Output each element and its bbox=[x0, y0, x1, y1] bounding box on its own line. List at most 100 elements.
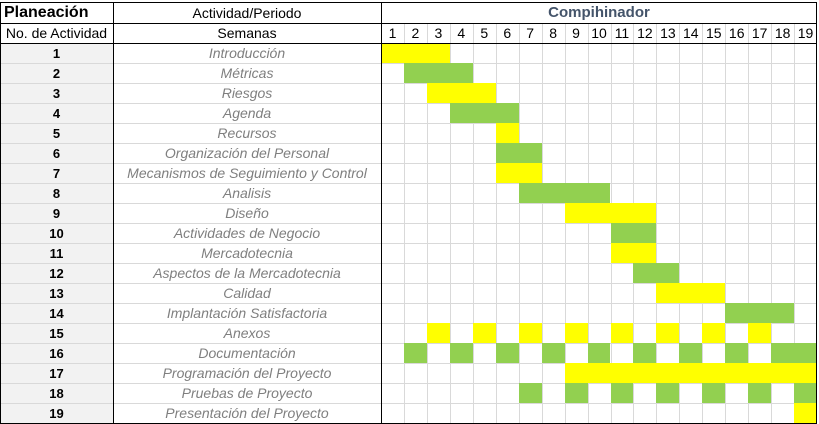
grid-line-v bbox=[541, 23, 543, 423]
schedule-bar-green bbox=[403, 343, 427, 363]
grid-line-v bbox=[472, 23, 474, 423]
grid-line-v bbox=[702, 23, 704, 423]
activity-number: 13 bbox=[0, 284, 113, 303]
grid-line-h bbox=[0, 103, 818, 104]
activity-number: 1 bbox=[0, 44, 113, 63]
schedule-bar-green bbox=[495, 143, 542, 163]
week-header: 8 bbox=[549, 25, 557, 41]
activity-name: Documentación bbox=[198, 345, 296, 361]
activity-number: 11 bbox=[0, 244, 113, 263]
activity-name: Recursos bbox=[217, 125, 277, 141]
week-header: 18 bbox=[774, 25, 791, 41]
schedule-bar-green bbox=[449, 103, 519, 123]
activity-name: Pruebas de Proyecto bbox=[181, 385, 313, 401]
schedule-bar-yellow bbox=[495, 163, 542, 183]
schedule-bar-yellow bbox=[748, 323, 772, 343]
border-line bbox=[0, 23, 818, 24]
activity-number: 5 bbox=[0, 124, 113, 143]
grid-line-h bbox=[0, 363, 818, 364]
schedule-bar-yellow bbox=[610, 243, 657, 263]
activity-name: Agenda bbox=[222, 105, 272, 121]
activity-name: Programación del Proyecto bbox=[162, 365, 332, 381]
week-header: 12 bbox=[637, 25, 653, 41]
planning-title: Planeación bbox=[4, 4, 89, 21]
week-header: 7 bbox=[526, 25, 535, 41]
week-header: 9 bbox=[572, 25, 580, 41]
schedule-bar-yellow bbox=[426, 83, 496, 103]
activity-number: 8 bbox=[0, 184, 113, 203]
schedule-bar-green bbox=[794, 383, 818, 403]
grid-line-h bbox=[0, 243, 818, 244]
grid-line-v bbox=[403, 23, 405, 423]
grid-line-v bbox=[449, 23, 451, 423]
activity-number: 4 bbox=[0, 104, 113, 123]
grid-line-h bbox=[0, 283, 818, 284]
activity-number: 17 bbox=[0, 364, 113, 383]
activity-name: Implantación Satisfactoria bbox=[166, 305, 328, 321]
schedule-bar-green bbox=[403, 63, 473, 83]
schedule-bar-green bbox=[725, 343, 749, 363]
activity-name: Calidad bbox=[223, 285, 271, 301]
week-header: 6 bbox=[503, 25, 512, 41]
week-header: 13 bbox=[660, 25, 676, 41]
border-line bbox=[0, 2, 818, 3]
schedule-bar-green bbox=[633, 343, 657, 363]
schedule-bar-green bbox=[518, 183, 611, 203]
schedule-bar-yellow bbox=[656, 283, 726, 303]
week-header: 15 bbox=[705, 25, 722, 41]
schedule-bar-yellow bbox=[381, 43, 450, 63]
week-header: 4 bbox=[457, 25, 466, 41]
schedule-bar-yellow bbox=[564, 323, 588, 343]
schedule-bar-yellow bbox=[656, 323, 680, 343]
week-header: 11 bbox=[614, 25, 630, 41]
activity-number: 6 bbox=[0, 144, 113, 163]
activity-number: 10 bbox=[0, 224, 113, 243]
grid-line-h bbox=[0, 383, 818, 384]
activity-name: Actividades de Negocio bbox=[173, 225, 321, 241]
border-line bbox=[0, 2, 1, 424]
schedule-bar-green bbox=[656, 383, 680, 403]
schedule-bar-green bbox=[495, 343, 519, 363]
grid-line-h bbox=[0, 403, 818, 404]
schedule-bar-green bbox=[633, 263, 680, 283]
activity-name: Mecanismos de Seguimiento y Control bbox=[127, 165, 367, 181]
weeks-header: Semanas bbox=[217, 25, 277, 41]
grid-line-v bbox=[748, 23, 750, 423]
schedule-bar-yellow bbox=[472, 323, 496, 343]
activity-period-header: Actividad/Periodo bbox=[192, 5, 302, 21]
activity-name: Analisis bbox=[222, 185, 272, 201]
activity-name: Anexos bbox=[223, 325, 271, 341]
grid-line-h bbox=[0, 263, 818, 264]
schedule-bar-green bbox=[771, 343, 818, 363]
grid-line-v bbox=[495, 23, 497, 423]
activity-name: Introducción bbox=[208, 45, 286, 61]
grid-line-h bbox=[0, 163, 818, 164]
activity-name: Organización del Personal bbox=[164, 145, 330, 161]
schedule-bar-yellow bbox=[564, 363, 818, 383]
schedule-bar-green bbox=[748, 383, 772, 403]
grid-line-h bbox=[0, 303, 818, 304]
schedule-bar-green bbox=[587, 343, 611, 363]
schedule-bar-green bbox=[541, 343, 565, 363]
schedule-bar-green bbox=[679, 343, 703, 363]
activity-number: 2 bbox=[0, 64, 113, 83]
grid-line-h bbox=[0, 183, 818, 184]
grid-line-v bbox=[771, 23, 773, 423]
schedule-bar-yellow bbox=[794, 403, 818, 423]
schedule-bar-yellow bbox=[702, 323, 726, 343]
border-line bbox=[381, 2, 382, 424]
week-header: 3 bbox=[434, 25, 443, 41]
grid-line-v bbox=[518, 23, 520, 423]
grid-line-h bbox=[0, 123, 818, 124]
activity-name: Mercadotecnia bbox=[201, 245, 293, 261]
schedule-bar-yellow bbox=[426, 323, 450, 343]
week-header: 5 bbox=[480, 25, 489, 41]
activity-number: 16 bbox=[0, 344, 113, 363]
week-header: 1 bbox=[388, 25, 397, 41]
activity-name: Métricas bbox=[220, 65, 274, 81]
activity-name: Diseño bbox=[225, 205, 269, 221]
week-header: 17 bbox=[751, 25, 768, 41]
week-header: 14 bbox=[683, 25, 699, 41]
schedule-bar-yellow bbox=[518, 323, 542, 343]
